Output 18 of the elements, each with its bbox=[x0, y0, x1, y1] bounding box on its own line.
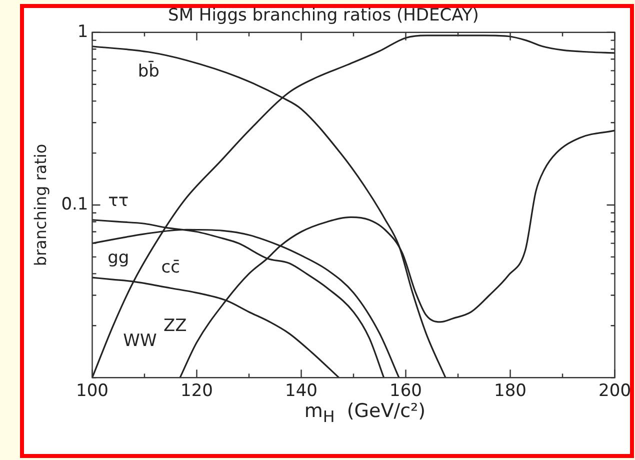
series-label: WW bbox=[123, 331, 157, 352]
y-tick-label: 0.1 bbox=[61, 194, 88, 214]
chart-title: SM Higgs branching ratios (HDECAY) bbox=[168, 6, 479, 26]
y-tick-label: 1 bbox=[77, 22, 88, 42]
series-label: ττ bbox=[108, 191, 129, 212]
x-tick-label: 140 bbox=[285, 381, 318, 402]
x-tick-label: 100 bbox=[76, 381, 108, 402]
x-tick-label: 120 bbox=[180, 381, 213, 402]
x-tick-label: 180 bbox=[494, 381, 526, 402]
series-label: cc̄ bbox=[161, 258, 180, 278]
series-label: ZZ bbox=[163, 316, 187, 336]
x-tick-label: 200 bbox=[598, 381, 632, 402]
series-label: bb̄ bbox=[138, 60, 160, 82]
line-series bbox=[92, 34, 615, 378]
y-axis-title: branching ratio bbox=[30, 144, 50, 266]
x-axis-title: m$_{H}$ (GeV/c²) bbox=[303, 400, 427, 426]
series-label: gg bbox=[108, 248, 130, 268]
x-tick-label: 160 bbox=[390, 381, 422, 402]
